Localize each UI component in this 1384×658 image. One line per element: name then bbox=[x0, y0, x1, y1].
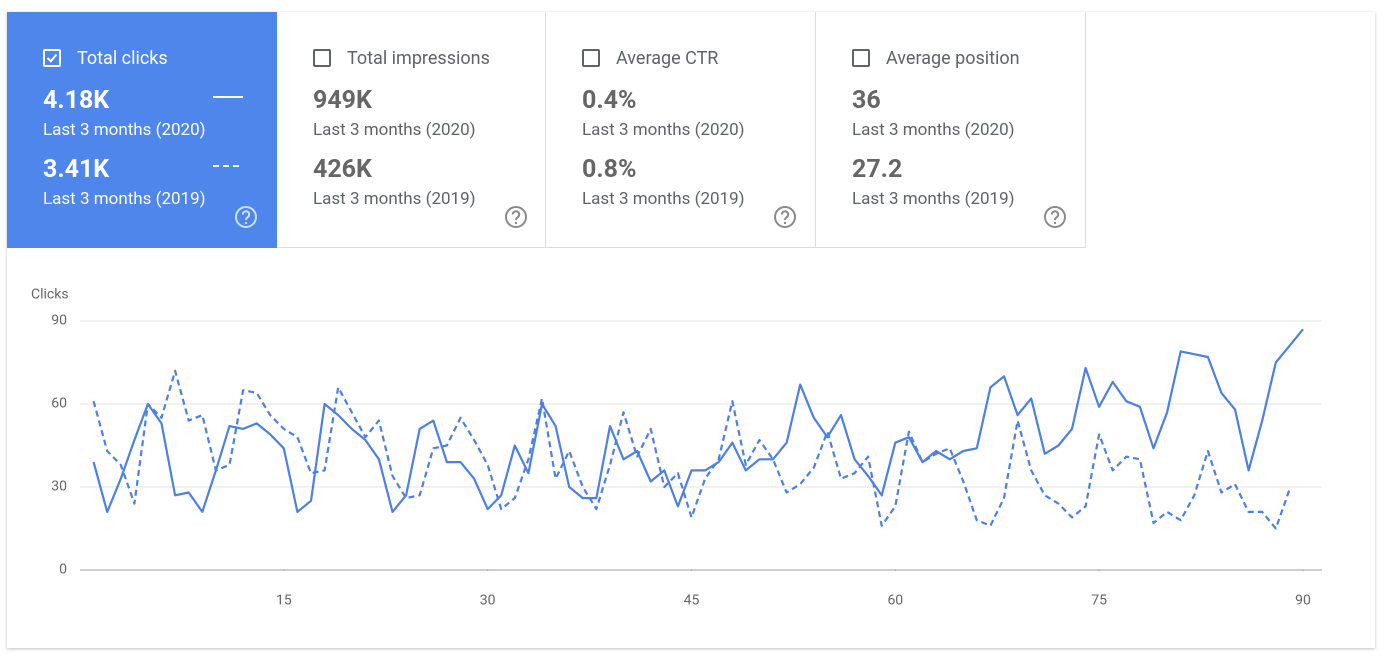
current-label: Last 3 months (2020) bbox=[852, 120, 1015, 140]
checkbox[interactable] bbox=[313, 49, 331, 67]
help-circle bbox=[774, 206, 796, 228]
help-circle bbox=[505, 206, 527, 228]
current-label: Last 3 months (2020) bbox=[43, 120, 206, 140]
current-value: 0.4% bbox=[582, 86, 637, 115]
metric-card[interactable]: Total clicks 4.18K Last 3 months (2020) 3.4… bbox=[7, 12, 277, 248]
current-value: 36 bbox=[852, 86, 881, 115]
y-tick-label: 30 bbox=[51, 479, 67, 495]
previous-value: 3.41K bbox=[43, 155, 110, 184]
help-icon[interactable] bbox=[773, 205, 797, 229]
previous-label: Last 3 months (2019) bbox=[43, 189, 206, 209]
current-label: Last 3 months (2020) bbox=[313, 120, 476, 140]
check-path bbox=[46, 53, 58, 63]
help-circle bbox=[235, 206, 257, 228]
help-icon[interactable] bbox=[504, 205, 528, 229]
line-current bbox=[92, 328, 1304, 513]
checkbox[interactable] bbox=[852, 49, 870, 67]
help-glyph bbox=[241, 210, 251, 221]
metric-card[interactable]: Total impressions 949K Last 3 months (2020… bbox=[277, 12, 546, 248]
x-tick-label: 30 bbox=[480, 593, 496, 609]
y-axis-title: Clicks bbox=[31, 287, 69, 303]
y-tick-label: 0 bbox=[59, 562, 67, 578]
y-tick-label: 60 bbox=[51, 396, 67, 412]
x-tick-label: 75 bbox=[1091, 593, 1107, 609]
metric-card[interactable]: Average position 36 Last 3 months (2020) 27… bbox=[816, 12, 1086, 248]
previous-value: 0.8% bbox=[582, 155, 637, 184]
card-title: Total clicks bbox=[77, 48, 168, 69]
x-tick-label: 90 bbox=[1295, 593, 1311, 609]
help-glyph bbox=[780, 210, 790, 221]
x-tick-label: 45 bbox=[684, 593, 700, 609]
previous-label: Last 3 months (2019) bbox=[582, 189, 745, 209]
previous-label: Last 3 months (2019) bbox=[313, 189, 476, 209]
help-icon[interactable] bbox=[234, 205, 258, 229]
legend-line bbox=[213, 96, 243, 98]
card-title: Average CTR bbox=[616, 48, 719, 69]
help-glyph bbox=[511, 210, 521, 221]
help-dot bbox=[244, 221, 248, 225]
line-previous bbox=[92, 369, 1291, 530]
previous-value: 27.2 bbox=[852, 155, 903, 184]
check-mark bbox=[46, 53, 58, 63]
x-tick-label: 60 bbox=[887, 593, 903, 609]
previous-value: 426K bbox=[313, 155, 372, 184]
help-glyph bbox=[1050, 210, 1060, 221]
current-value: 949K bbox=[313, 86, 372, 115]
help-dot bbox=[514, 221, 518, 225]
metric-card[interactable]: Average CTR 0.4% Last 3 months (2020) 0.8% L… bbox=[546, 12, 816, 248]
x-tick-label: 15 bbox=[276, 593, 292, 609]
legend-line bbox=[213, 165, 243, 167]
help-dot bbox=[1053, 221, 1057, 225]
help-circle bbox=[1044, 206, 1066, 228]
help-icon[interactable] bbox=[1043, 205, 1067, 229]
checkbox[interactable] bbox=[582, 49, 600, 67]
help-dot bbox=[783, 221, 787, 225]
card-title: Total impressions bbox=[347, 48, 490, 69]
checkbox[interactable] bbox=[43, 49, 61, 67]
current-label: Last 3 months (2020) bbox=[582, 120, 745, 140]
y-tick-label: 90 bbox=[51, 313, 67, 329]
current-value: 4.18K bbox=[43, 86, 110, 115]
previous-label: Last 3 months (2019) bbox=[852, 189, 1015, 209]
card-title: Average position bbox=[886, 48, 1020, 69]
